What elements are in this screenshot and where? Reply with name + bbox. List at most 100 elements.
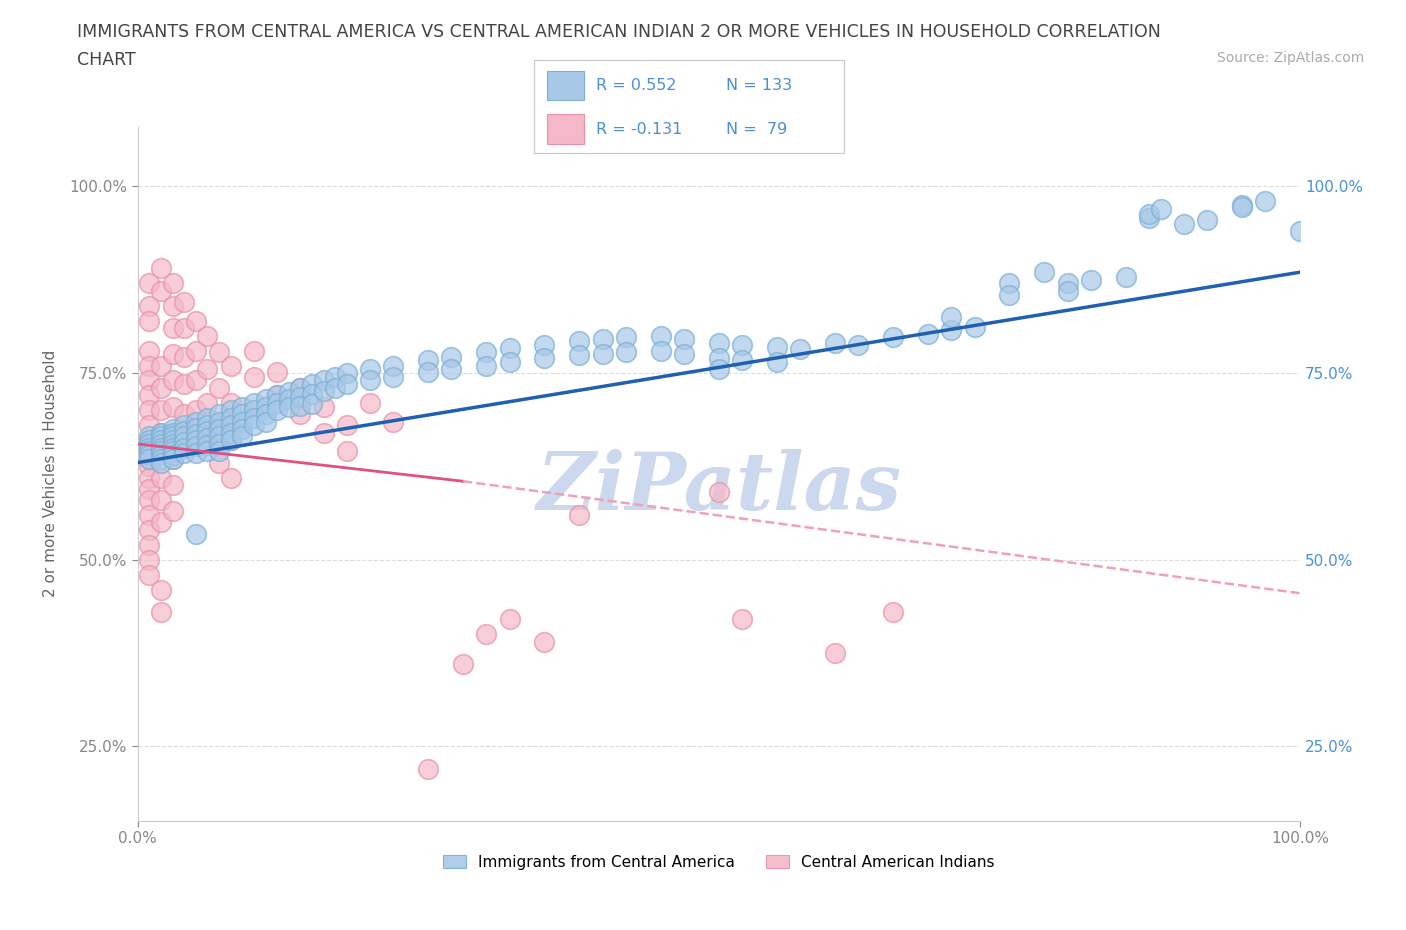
Point xyxy=(173,445,195,460)
Point xyxy=(1137,206,1160,221)
Point xyxy=(138,523,160,538)
Point xyxy=(162,440,184,455)
Point xyxy=(197,431,219,445)
Point xyxy=(231,399,253,414)
Point xyxy=(998,287,1021,302)
Point xyxy=(138,276,160,291)
Point xyxy=(277,392,299,406)
Point xyxy=(219,395,242,410)
Point xyxy=(707,336,730,351)
Point xyxy=(184,403,207,418)
Point xyxy=(451,657,474,671)
Point xyxy=(162,421,184,436)
Point xyxy=(707,485,730,500)
Point xyxy=(138,470,160,485)
Point xyxy=(1149,201,1171,216)
Point xyxy=(208,455,231,470)
Point xyxy=(1137,210,1160,225)
Point xyxy=(184,373,207,388)
Point xyxy=(173,429,195,444)
Point xyxy=(568,334,591,349)
Point xyxy=(323,380,346,395)
Point xyxy=(149,470,172,485)
Point xyxy=(184,427,207,442)
Point xyxy=(197,328,219,343)
Point xyxy=(184,526,207,541)
Point xyxy=(138,451,160,466)
Point xyxy=(614,330,637,345)
Point xyxy=(336,365,359,380)
Point xyxy=(1115,270,1137,285)
Point xyxy=(731,612,754,627)
Point xyxy=(731,338,754,352)
Point xyxy=(173,424,195,439)
Text: N = 133: N = 133 xyxy=(725,78,792,93)
Point xyxy=(243,343,266,358)
Point xyxy=(208,380,231,395)
Point xyxy=(149,380,172,395)
Point xyxy=(846,338,869,352)
Point xyxy=(162,373,184,388)
Point xyxy=(173,434,195,449)
Point xyxy=(149,429,172,444)
Point xyxy=(208,406,231,421)
Point xyxy=(650,328,672,343)
Point xyxy=(138,567,160,582)
Point xyxy=(323,369,346,384)
Point xyxy=(173,406,195,421)
Point xyxy=(173,349,195,364)
Point xyxy=(824,336,846,351)
Point xyxy=(301,377,323,392)
Point xyxy=(475,358,498,373)
Point xyxy=(266,403,288,418)
Point xyxy=(138,313,160,328)
Point xyxy=(592,346,614,361)
Point xyxy=(138,493,160,508)
Point xyxy=(149,582,172,597)
Point xyxy=(184,313,207,328)
Point xyxy=(162,504,184,519)
Point xyxy=(173,436,195,451)
Point xyxy=(138,436,160,451)
Point xyxy=(290,380,312,395)
Text: IMMIGRANTS FROM CENTRAL AMERICA VS CENTRAL AMERICAN INDIAN 2 OR MORE VEHICLES IN: IMMIGRANTS FROM CENTRAL AMERICA VS CENTR… xyxy=(77,23,1161,41)
Point xyxy=(138,444,160,458)
Point xyxy=(138,447,160,462)
Point xyxy=(138,358,160,373)
Point xyxy=(312,399,335,414)
Point xyxy=(197,417,219,432)
Point xyxy=(533,634,555,649)
Point xyxy=(219,410,242,425)
Point xyxy=(197,424,219,439)
Point xyxy=(219,358,242,373)
Point xyxy=(290,390,312,405)
Point xyxy=(568,348,591,363)
Point xyxy=(963,319,986,334)
Point xyxy=(290,406,312,421)
Point xyxy=(208,345,231,360)
Point xyxy=(266,388,288,403)
Y-axis label: 2 or more Vehicles in Household: 2 or more Vehicles in Household xyxy=(44,351,58,597)
Point xyxy=(138,418,160,432)
Point xyxy=(138,508,160,523)
Point xyxy=(149,455,172,470)
Point xyxy=(731,352,754,367)
Point xyxy=(219,470,242,485)
Point xyxy=(1195,212,1218,227)
Point xyxy=(162,299,184,313)
Point xyxy=(149,358,172,373)
Point xyxy=(707,351,730,365)
Point xyxy=(149,425,172,440)
Point xyxy=(1254,193,1277,208)
Point xyxy=(184,414,207,429)
Point xyxy=(173,440,195,455)
Point xyxy=(231,414,253,429)
Point xyxy=(197,410,219,425)
Text: R = -0.131: R = -0.131 xyxy=(596,122,682,137)
Point xyxy=(1173,217,1195,232)
Point xyxy=(184,445,207,460)
Point xyxy=(254,392,277,406)
Point xyxy=(243,410,266,425)
Point xyxy=(162,347,184,362)
Point xyxy=(418,352,440,367)
